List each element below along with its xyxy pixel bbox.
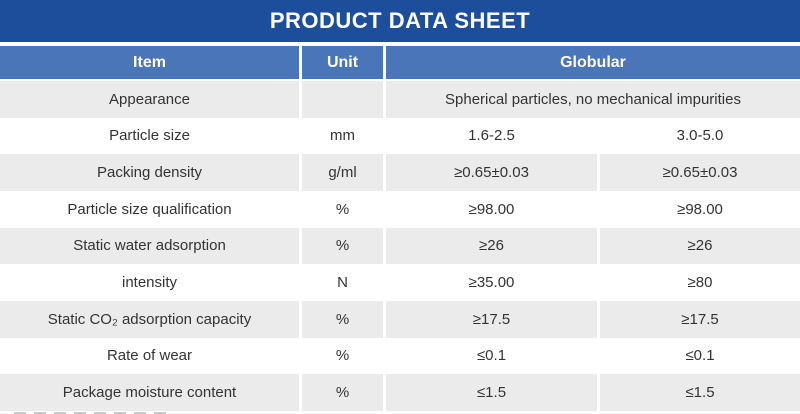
item-cell: Particle size xyxy=(0,117,302,155)
value-cell-2: ≤0.1 xyxy=(685,347,715,365)
value-cell-2: ≥0.65±0.03 xyxy=(662,164,738,182)
table-row: Appearance Spherical particles, no mecha… xyxy=(0,81,800,118)
value-cell-2: ≥98.00 xyxy=(677,200,723,218)
unit-cell: % xyxy=(302,337,386,375)
title-bar: PRODUCT DATA SHEET xyxy=(0,0,800,42)
value-cell-1: 1.6-2.5 xyxy=(386,117,600,155)
value-cell-1: ≥35.00 xyxy=(386,264,600,301)
title-divider xyxy=(0,42,800,46)
cutoff-text-fragment xyxy=(14,411,174,414)
value-cell-2: ≥80 xyxy=(687,274,713,292)
page-title: PRODUCT DATA SHEET xyxy=(269,8,531,33)
table-row: Packing density g/ml ≥0.65±0.03 ≥0.65±0.… xyxy=(0,154,800,191)
value-cell-2: ≥26 xyxy=(687,237,713,255)
value-cell-1: ≥17.5 xyxy=(386,300,600,338)
item-cell: Particle size qualification xyxy=(0,190,302,228)
value-cell-1: ≤0.1 xyxy=(386,337,600,375)
unit-cell: % xyxy=(302,374,386,411)
unit-cell: N xyxy=(302,264,386,301)
table-row: intensity N ≥35.00 ≥80 xyxy=(0,264,800,301)
item-cell: intensity xyxy=(0,264,302,301)
value-cell-merged: Spherical particles, no mechanical impur… xyxy=(445,90,741,108)
value-cell-1: ≥26 xyxy=(386,227,600,265)
value-cell-2: ≥17.5 xyxy=(681,310,719,328)
header-globular: Globular xyxy=(560,53,626,71)
item-cell: Static water adsorption xyxy=(0,227,302,265)
header-item: Item xyxy=(0,46,302,79)
item-cell: Package moisture content xyxy=(0,374,302,411)
header-unit: Unit xyxy=(302,46,386,79)
table-row: Static CO₂ adsorption capacity % ≥17.5 ≥… xyxy=(0,300,800,338)
value-cell-1: ≥98.00 xyxy=(386,190,600,228)
unit-cell xyxy=(302,81,386,118)
item-cell: Static CO₂ adsorption capacity xyxy=(0,300,302,338)
unit-cell: g/ml xyxy=(302,154,386,191)
value-cell-1: ≤1.5 xyxy=(386,374,600,411)
item-cell: Packing density xyxy=(0,154,302,191)
unit-cell: % xyxy=(302,300,386,338)
table-row: Package moisture content % ≤1.5 ≤1.5 xyxy=(0,374,800,411)
value-cell-1: ≥0.65±0.03 xyxy=(386,154,600,191)
unit-cell: % xyxy=(302,190,386,228)
value-cell-2: ≤1.5 xyxy=(685,384,715,402)
item-cell: Appearance xyxy=(0,81,302,118)
unit-cell: % xyxy=(302,227,386,265)
item-cell: Rate of wear xyxy=(0,337,302,375)
value-cell-2: 3.0-5.0 xyxy=(676,127,724,145)
table-row: Particle size qualification % ≥98.00 ≥98… xyxy=(0,190,800,228)
cutoff-next-row xyxy=(0,410,800,414)
table-row: Static water adsorption % ≥26 ≥26 xyxy=(0,227,800,265)
table-row: Particle size mm 1.6-2.5 3.0-5.0 xyxy=(0,117,800,155)
unit-cell: mm xyxy=(302,117,386,155)
table-row: Rate of wear % ≤0.1 ≤0.1 xyxy=(0,337,800,375)
table-header-row: Item Unit Globular xyxy=(0,46,800,81)
